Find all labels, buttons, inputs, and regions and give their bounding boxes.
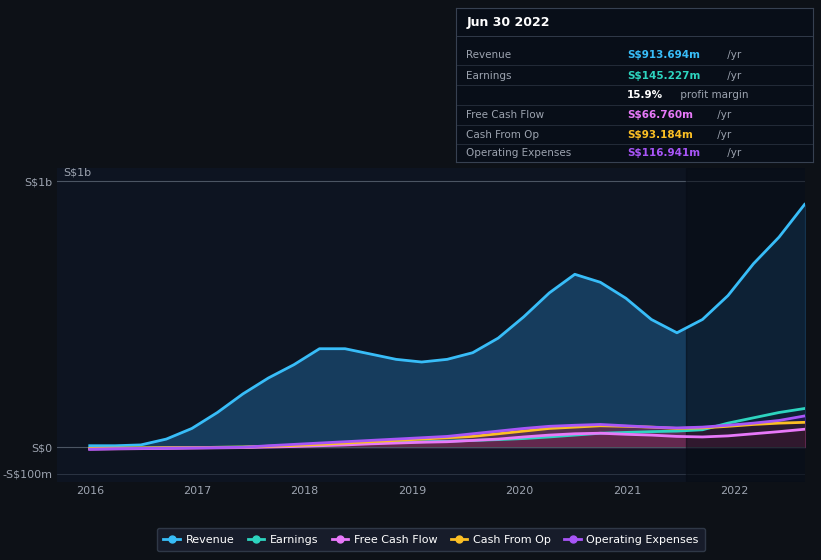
Text: S$93.184m: S$93.184m bbox=[627, 130, 693, 139]
Text: S$145.227m: S$145.227m bbox=[627, 71, 700, 81]
Text: profit margin: profit margin bbox=[677, 90, 749, 100]
Text: /yr: /yr bbox=[723, 50, 741, 59]
Text: /yr: /yr bbox=[723, 71, 741, 81]
Bar bbox=[686, 168, 821, 482]
Text: Earnings: Earnings bbox=[466, 71, 511, 81]
Text: S$66.760m: S$66.760m bbox=[627, 110, 693, 120]
Text: /yr: /yr bbox=[714, 110, 732, 120]
Text: Free Cash Flow: Free Cash Flow bbox=[466, 110, 544, 120]
Text: 15.9%: 15.9% bbox=[627, 90, 663, 100]
Legend: Revenue, Earnings, Free Cash Flow, Cash From Op, Operating Expenses: Revenue, Earnings, Free Cash Flow, Cash … bbox=[157, 528, 705, 551]
Text: S$1b: S$1b bbox=[63, 167, 91, 178]
Text: Cash From Op: Cash From Op bbox=[466, 130, 539, 139]
Text: Revenue: Revenue bbox=[466, 50, 511, 59]
Text: /yr: /yr bbox=[723, 148, 741, 158]
Text: Operating Expenses: Operating Expenses bbox=[466, 148, 571, 158]
Text: /yr: /yr bbox=[714, 130, 732, 139]
Text: Jun 30 2022: Jun 30 2022 bbox=[466, 16, 550, 29]
Text: S$913.694m: S$913.694m bbox=[627, 50, 700, 59]
Text: S$116.941m: S$116.941m bbox=[627, 148, 700, 158]
